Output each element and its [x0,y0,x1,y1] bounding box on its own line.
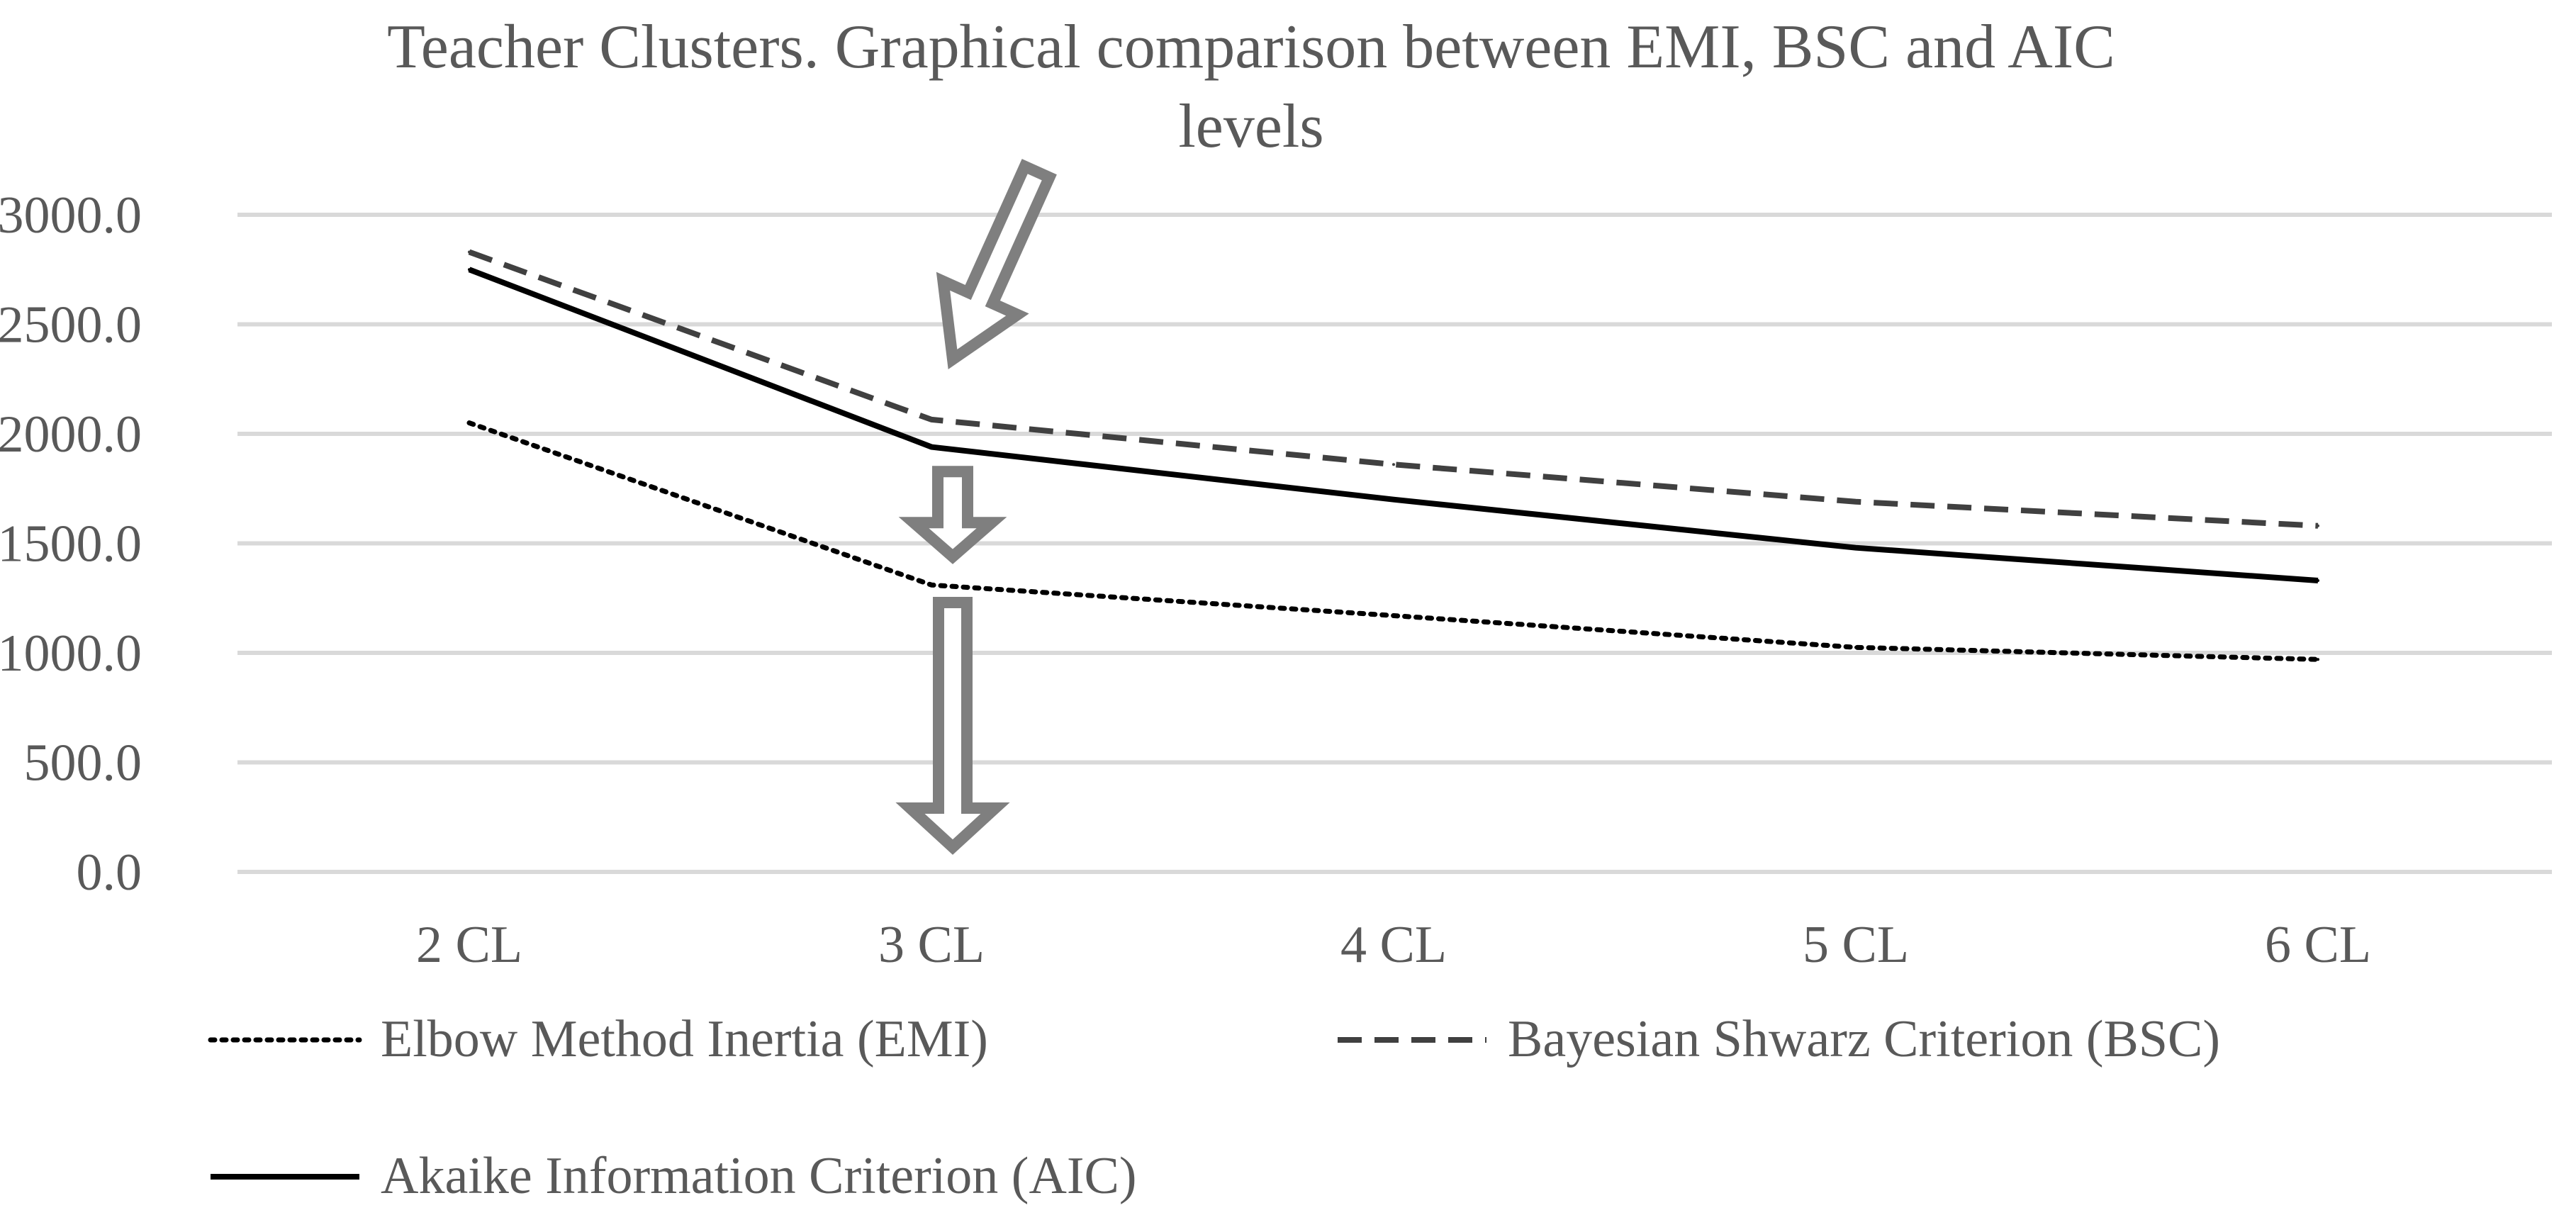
y-tick-label: 500.0 [24,734,142,793]
annotation-arrow [898,466,1007,564]
data-point [2317,579,2319,583]
y-tick-label: 2000.0 [0,405,142,464]
series-line [466,420,2321,662]
data-point [1392,463,1395,466]
y-tick-label: 1500.0 [0,515,142,573]
legend-item: Akaike Information Criterion (AIC) [211,1147,1137,1205]
x-tick-label: 6 CL [2265,916,2371,974]
x-tick-label: 2 CL [416,916,522,974]
y-axis-tick-labels: 0.0 500.0 1000.0 1500.0 2000.0 2500.0 3000.0 [0,186,142,902]
data-point [2317,658,2319,661]
legend-label: Elbow Method Inertia (EMI) [381,1010,988,1068]
y-tick-label: 0.0 [77,844,142,902]
x-tick-label: 3 CL [878,916,985,974]
y-tick-label: 1000.0 [0,625,142,683]
data-point [930,418,933,421]
x-axis-tick-labels: 2 CL 3 CL 4 CL 5 CL 6 CL [416,916,2371,974]
gridlines [237,213,2552,874]
data-point [468,421,471,425]
annotation-arrow [895,597,1010,855]
data-point [2317,524,2319,527]
data-point [1854,500,1857,503]
chart-title-line-1: Teacher Clusters. Graphical comparison b… [387,13,2115,82]
annotation-arrow [936,159,1057,369]
legend-item: Bayesian Shwarz Criterion (BSC) [1338,1010,2220,1068]
series-line [468,249,2319,529]
data-point [930,445,933,449]
x-tick-label: 4 CL [1340,916,1447,974]
legend: Elbow Method Inertia (EMI) Bayesian Shwar… [208,1010,2220,1205]
legend-item: Elbow Method Inertia (EMI) [208,1010,988,1068]
y-tick-label: 2500.0 [0,296,142,354]
series-path [468,249,2319,529]
legend-label: Akaike Information Criterion (AIC) [381,1147,1137,1205]
data-point [1392,498,1395,501]
chart-title-line-2: levels [1178,92,1323,161]
series-lines [466,249,2321,662]
series-path [466,420,2321,662]
annotation-arrows [895,159,1057,855]
data-point [1854,646,1857,649]
data-point [1854,546,1857,549]
data-point [468,268,471,271]
chart-title: Teacher Clusters. Graphical comparison b… [387,13,2115,161]
legend-label: Bayesian Shwarz Criterion (BSC) [1508,1010,2220,1068]
x-tick-label: 5 CL [1803,916,1909,974]
series-line [468,267,2319,584]
y-tick-label: 3000.0 [0,186,142,245]
data-point [930,583,933,587]
series-path [468,267,2319,584]
data-point [468,250,471,254]
data-point [1392,614,1395,617]
